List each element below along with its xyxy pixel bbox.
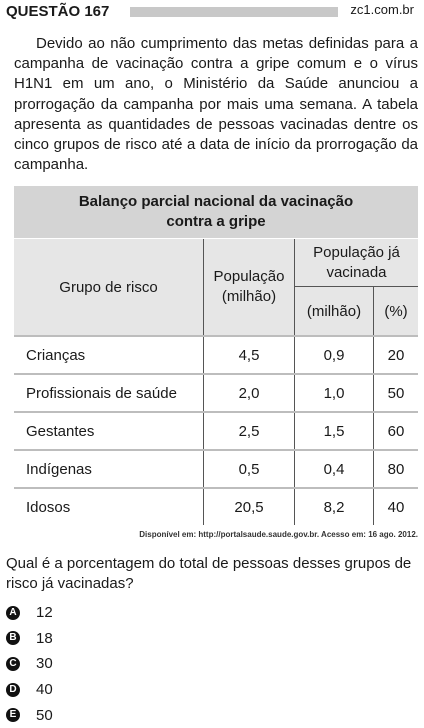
value-cell: 20,5 <box>203 487 295 525</box>
value-cell: 0,4 <box>294 449 374 488</box>
option-text: 30 <box>36 655 53 673</box>
col-header-text: População (milhão) <box>213 268 285 305</box>
table-title: Balanço parcial nacional da vacinação co… <box>14 186 418 239</box>
option-text: 50 <box>36 706 53 724</box>
col-header: (milhão) <box>294 286 374 336</box>
option-letter: E <box>6 708 20 723</box>
table-title-text: Balanço parcial nacional da vacinação co… <box>78 193 354 230</box>
value-cell: 2,5 <box>203 411 295 450</box>
value-cell: 20 <box>373 335 418 374</box>
question: Qual é a porcentagem do total de pessoas… <box>6 555 412 592</box>
value-cell: 1,0 <box>294 373 374 412</box>
header-bar <box>130 7 338 17</box>
table-row: Indígenas 0,5 0,4 80 <box>14 449 418 488</box>
group-cell: Crianças <box>14 335 204 374</box>
value-cell: 50 <box>373 373 418 412</box>
option-text: 40 <box>36 681 53 699</box>
group-cell: Idosos <box>14 487 204 525</box>
col-header: (%) <box>373 286 418 336</box>
option: B 18 <box>6 630 53 647</box>
value-cell: 60 <box>373 411 418 450</box>
option: D 40 <box>6 681 53 698</box>
option: E 50 <box>6 707 53 724</box>
site-name: zc1.com.br <box>350 2 414 17</box>
value-cell: 1,5 <box>294 411 374 450</box>
col-header: População (milhão) <box>203 238 295 336</box>
group-cell: Indígenas <box>14 449 204 488</box>
option-letter: D <box>6 682 20 697</box>
paragraph: Devido ao não cumprimento das metas defi… <box>14 35 418 174</box>
value-cell: 4,5 <box>203 335 295 374</box>
value-cell: 0,5 <box>203 449 295 488</box>
table-row: Gestantes 2,5 1,5 60 <box>14 411 418 450</box>
value-cell: 0,9 <box>294 335 374 374</box>
question-number: QUESTÃO 167 <box>6 3 110 20</box>
data-table: Balanço parcial nacional da vacinação co… <box>14 186 418 525</box>
option-text: 18 <box>36 629 53 647</box>
table-row: Idosos 20,5 8,2 40 <box>14 487 418 525</box>
group-cell: Gestantes <box>14 411 204 450</box>
option-text: 12 <box>36 604 53 621</box>
table-row: Profissionais de saúde 2,0 1,0 50 <box>14 373 418 412</box>
value-cell: 2,0 <box>203 373 295 412</box>
option: A 12 <box>6 604 53 621</box>
col-header: Grupo de risco <box>59 278 158 296</box>
option-letter: A <box>6 605 20 620</box>
group-cell: Profissionais de saúde <box>14 373 204 412</box>
option-letter: C <box>6 656 20 671</box>
value-cell: 80 <box>373 449 418 488</box>
source: Disponível em: http://portalsaude.saude.… <box>139 530 418 539</box>
option-letter: B <box>6 631 20 646</box>
value-cell: 8,2 <box>294 487 374 525</box>
col-header-text: População já vacinada <box>313 243 400 281</box>
table-row: Crianças 4,5 0,9 20 <box>14 335 418 374</box>
value-cell: 40 <box>373 487 418 525</box>
option: C 30 <box>6 655 53 672</box>
col-header: População já vacinada <box>294 238 418 287</box>
